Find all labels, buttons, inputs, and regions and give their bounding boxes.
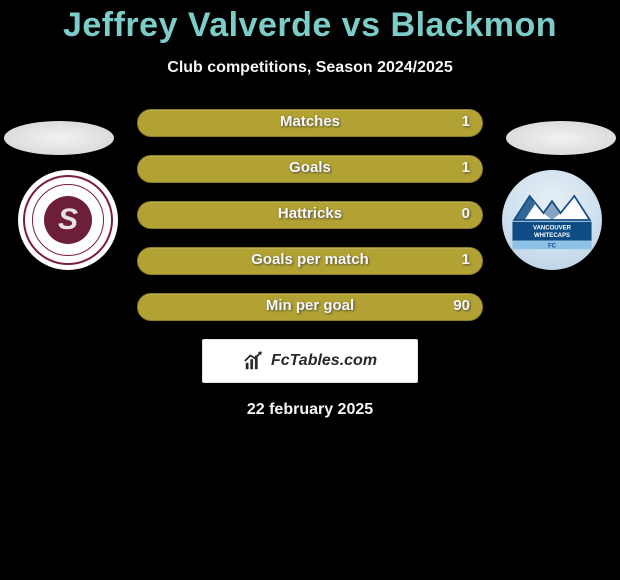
left-club-badge: S [18,170,118,270]
right-club-badge: VANCOUVER WHITECAPS FC [502,170,602,270]
stat-value: 90 [453,297,470,314]
stat-label: Hattricks [138,205,482,222]
stat-value: 1 [462,113,470,130]
stat-label: Min per goal [138,297,482,314]
stat-value: 1 [462,159,470,176]
right-player-ellipse [506,121,616,155]
stat-bars: Matches 1 Goals 1 Hattricks 0 Goals per … [137,109,483,321]
left-player-ellipse [4,121,114,155]
subtitle: Club competitions, Season 2024/2025 [0,59,620,77]
stat-bar: Goals 1 [137,155,483,183]
fctables-watermark[interactable]: FcTables.com [202,339,418,383]
badge-text-line2: WHITECAPS [534,233,570,239]
bar-chart-icon [243,350,265,372]
comparison-date: 22 february 2025 [0,401,620,419]
comparison-card: Jeffrey Valverde vs Blackmon Club compet… [0,0,620,580]
whitecaps-logo: VANCOUVER WHITECAPS FC [509,177,595,263]
page-title: Jeffrey Valverde vs Blackmon [0,6,620,45]
stat-value: 1 [462,251,470,268]
badge-letter: S [44,196,92,244]
fctables-label: FcTables.com [271,352,377,370]
stat-label: Goals [138,159,482,176]
stat-label: Goals per match [138,251,482,268]
stat-bar: Goals per match 1 [137,247,483,275]
stat-value: 0 [462,205,470,222]
stat-label: Matches [138,113,482,130]
stat-bar: Min per goal 90 [137,293,483,321]
stat-bar: Hattricks 0 [137,201,483,229]
stat-bar: Matches 1 [137,109,483,137]
badge-text-line3: FC [548,244,557,250]
badge-text-line1: VANCOUVER [533,225,572,231]
